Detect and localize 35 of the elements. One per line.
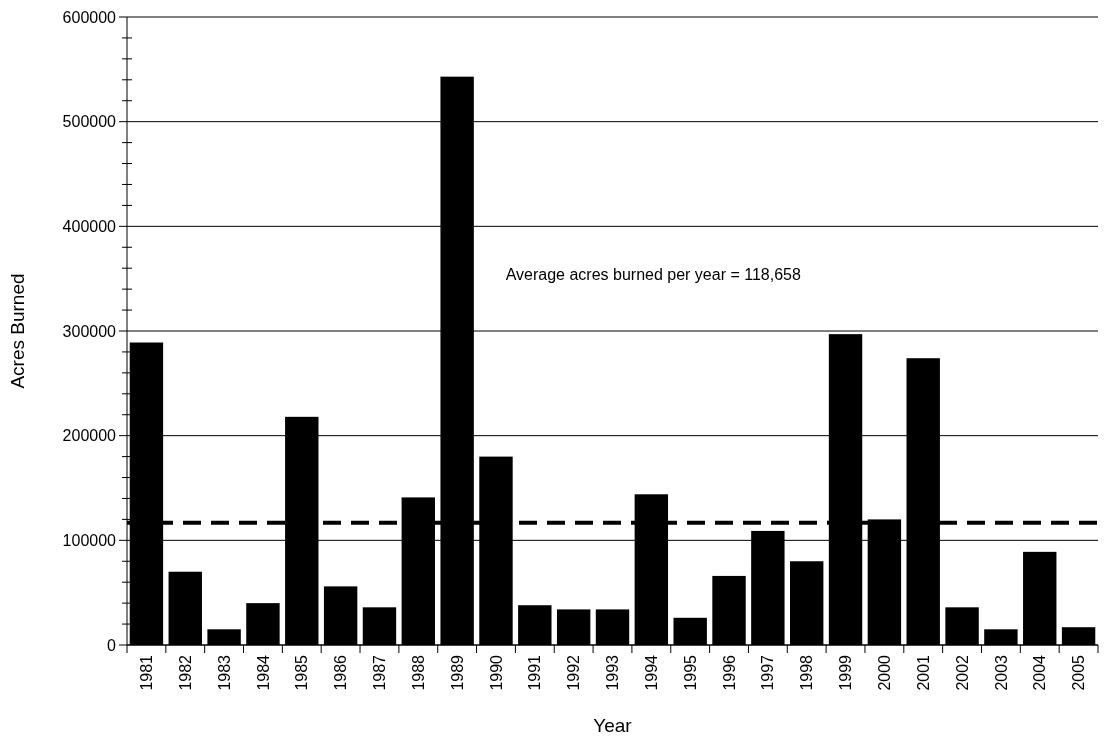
x-tick-label: 1989 bbox=[448, 654, 466, 691]
x-tick-label: 1987 bbox=[371, 654, 389, 691]
x-tick-label: 1986 bbox=[332, 654, 350, 691]
x-tick-label: 2001 bbox=[914, 654, 932, 691]
x-tick-label: 1984 bbox=[254, 654, 272, 691]
annotation: Average acres burned per year = 118,658 bbox=[505, 266, 801, 284]
x-tick-label: 1982 bbox=[176, 654, 194, 691]
x-tick-label: 2002 bbox=[953, 654, 971, 691]
y-axis-title: Acres Burned bbox=[7, 273, 28, 389]
y-tick-label: 500000 bbox=[62, 113, 117, 131]
x-tick-label: 1988 bbox=[409, 654, 427, 691]
x-tick-label: 1991 bbox=[526, 654, 544, 691]
y-tick-label: 200000 bbox=[62, 427, 117, 445]
x-tick-label: 1994 bbox=[642, 654, 660, 691]
x-tick-label: 1993 bbox=[604, 654, 622, 691]
x-tick-label: 1981 bbox=[138, 654, 156, 691]
x-tick-label: 1995 bbox=[681, 654, 699, 691]
x-tick-label: 1997 bbox=[759, 654, 777, 691]
x-tick-label: 1983 bbox=[215, 654, 233, 691]
x-tick-label: 1999 bbox=[837, 654, 855, 691]
x-tick-label: 2004 bbox=[1031, 654, 1049, 691]
y-tick-label: 100000 bbox=[62, 531, 117, 549]
x-tick-label: 2005 bbox=[1070, 654, 1088, 691]
x-tick-label: 2000 bbox=[875, 654, 893, 691]
x-tick-label: 1992 bbox=[565, 654, 583, 691]
x-tick-label: 1998 bbox=[798, 654, 816, 691]
x-axis-title: Year bbox=[593, 715, 633, 736]
x-tick-label: 2003 bbox=[992, 654, 1010, 691]
y-tick-label: 300000 bbox=[62, 322, 117, 340]
y-tick-label: 600000 bbox=[62, 8, 117, 26]
x-tick-label: 1990 bbox=[487, 654, 505, 691]
y-tick-label: 400000 bbox=[62, 217, 117, 235]
x-tick-label: 1985 bbox=[293, 654, 311, 691]
y-tick-label: 0 bbox=[107, 636, 117, 654]
x-tick-label: 1996 bbox=[720, 654, 738, 691]
